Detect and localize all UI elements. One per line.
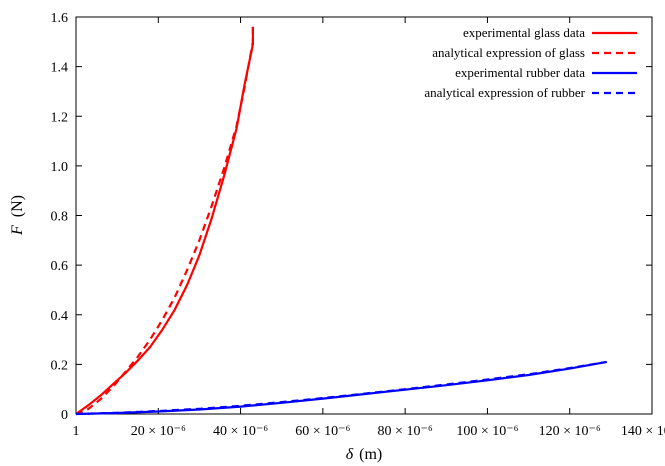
x-axis-unit: (m)	[359, 446, 382, 463]
legend-label-3: experimental rubber data	[455, 65, 585, 80]
legend-label-2: analytical expression of glass	[432, 45, 585, 60]
series-line-1	[75, 26, 254, 415]
axis-ticks: 1 20 × 10⁻⁶ 40 × 10⁻⁶ 60 × 10⁻⁶ 80 × 10⁻⁶ 100…	[51, 11, 665, 439]
series-line-2	[75, 26, 254, 416]
legend-label-1: experimental glass data	[463, 25, 585, 40]
series-line-4	[75, 360, 607, 416]
y-tick-label: 0.2	[51, 358, 69, 373]
legend: experimental glass data analytical expres…	[424, 25, 637, 100]
x-tick-label: 100 × 10⁻⁶	[456, 424, 518, 439]
x-tick-label: 120 × 10⁻⁶	[539, 424, 601, 439]
x-tick-label: 20 × 10⁻⁶	[131, 424, 186, 439]
series-layer	[75, 26, 607, 416]
y-axis-label: F (N)	[9, 195, 26, 236]
y-tick-label: 0	[61, 408, 68, 423]
y-tick-label: 1.0	[51, 160, 69, 175]
y-tick-label: 1.2	[51, 110, 69, 125]
x-tick-label: 1	[73, 424, 80, 439]
y-tick-label: 0.4	[51, 309, 69, 324]
legend-label-4: analytical expression of rubber	[424, 85, 585, 100]
y-tick-label: 0.6	[51, 259, 69, 274]
y-tick-label: 1.6	[51, 11, 69, 26]
x-tick-label: 60 × 10⁻⁶	[295, 424, 350, 439]
series-line-3	[75, 360, 607, 416]
x-tick-label: 40 × 10⁻⁶	[213, 424, 268, 439]
y-tick-label: 1.4	[51, 61, 69, 76]
y-axis-unit: (N)	[9, 195, 26, 217]
x-axis-label: δ (m)	[346, 446, 383, 463]
x-tick-label: 140 × 10⁻⁶	[621, 424, 665, 439]
y-axis-symbol: F	[9, 225, 26, 236]
x-axis-symbol: δ	[346, 446, 354, 463]
x-tick-label: 80 × 10⁻⁶	[378, 424, 433, 439]
y-tick-label: 0.8	[51, 210, 69, 225]
